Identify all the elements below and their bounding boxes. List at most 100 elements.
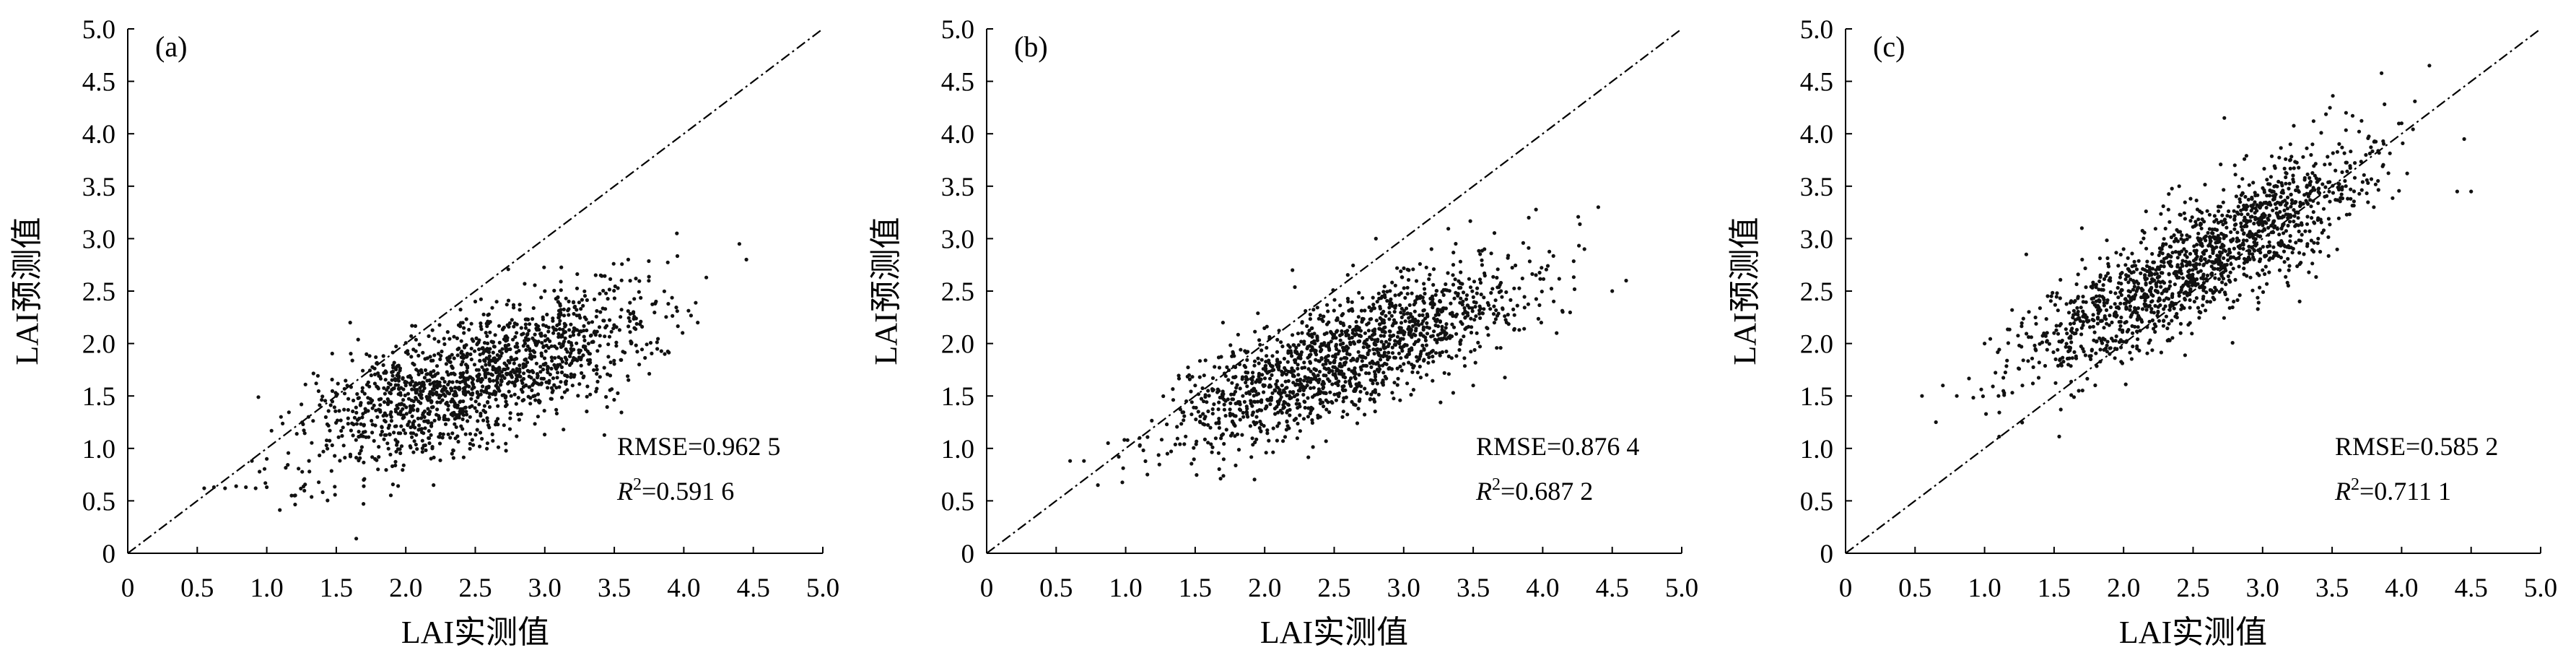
data-point: [320, 394, 325, 399]
data-point: [2284, 181, 2288, 186]
data-point: [2166, 207, 2170, 212]
data-point: [2284, 170, 2288, 175]
data-point: [1313, 342, 1317, 346]
data-point: [1596, 205, 1600, 209]
data-point: [2326, 180, 2331, 184]
data-point: [1400, 315, 1404, 319]
data-point: [2160, 251, 2165, 256]
data-point: [476, 368, 481, 372]
data-point: [362, 477, 367, 481]
data-point: [2076, 296, 2080, 300]
data-point: [1421, 327, 1425, 332]
data-point: [557, 342, 562, 346]
data-point: [211, 485, 216, 490]
data-point: [2030, 356, 2035, 360]
data-point: [2286, 223, 2290, 228]
data-point: [2251, 236, 2256, 241]
data-point: [300, 402, 304, 407]
data-point: [2152, 260, 2156, 264]
data-point: [504, 344, 509, 348]
data-point: [2145, 269, 2149, 273]
data-point: [477, 347, 481, 352]
r2-value: =0.687 2: [1501, 477, 1593, 506]
data-point: [2118, 324, 2123, 328]
data-point: [1941, 384, 1945, 388]
data-point: [1272, 388, 1277, 392]
data-point: [2074, 282, 2079, 287]
y-tick-label: 2.5: [1800, 277, 1833, 307]
data-point: [475, 342, 479, 347]
data-point: [2287, 268, 2291, 272]
data-point: [1392, 381, 1397, 385]
data-point: [1257, 425, 1262, 430]
data-point: [370, 406, 375, 410]
data-point: [2118, 339, 2123, 344]
data-point: [2250, 246, 2255, 250]
data-point: [1354, 319, 1358, 324]
data-point: [1228, 401, 1233, 406]
data-point: [1358, 389, 1363, 394]
data-point: [1447, 289, 1451, 293]
x-axis-label: LAI实测值: [1260, 615, 1408, 650]
data-point: [1217, 467, 1221, 472]
data-point: [2069, 379, 2074, 384]
data-point: [1462, 364, 1467, 368]
data-point: [2095, 364, 2099, 368]
data-point: [1288, 413, 1292, 417]
data-point: [367, 354, 372, 358]
data-point: [2118, 275, 2122, 280]
data-point: [559, 308, 563, 312]
data-point: [2267, 194, 2272, 198]
data-point: [1504, 290, 1509, 295]
data-point: [1441, 306, 1446, 311]
data-point: [1490, 287, 1495, 291]
data-point: [2070, 356, 2074, 360]
data-point: [1301, 417, 1306, 421]
data-point: [1291, 343, 1296, 347]
data-point: [2188, 260, 2192, 264]
data-point: [1395, 266, 1400, 270]
data-point: [2220, 280, 2224, 285]
data-point: [619, 315, 623, 319]
data-point: [2143, 304, 2147, 308]
data-point: [2199, 255, 2204, 259]
data-point: [2058, 362, 2064, 366]
data-point: [1971, 396, 1975, 400]
data-point: [1195, 439, 1199, 443]
data-point: [2214, 217, 2219, 222]
data-point: [479, 297, 484, 301]
data-point: [2258, 251, 2263, 255]
data-point: [1485, 326, 1490, 331]
data-point: [517, 349, 521, 353]
data-point: [1476, 340, 1480, 345]
data-point: [1997, 410, 2001, 415]
data-point: [1304, 308, 1308, 313]
data-point: [493, 392, 497, 397]
data-point: [1402, 331, 1406, 335]
data-point: [2094, 339, 2099, 344]
data-point: [2279, 202, 2283, 207]
data-point: [2183, 200, 2187, 204]
data-point: [424, 394, 429, 399]
data-point: [2190, 215, 2194, 220]
data-point: [2162, 298, 2166, 303]
data-point: [2362, 173, 2366, 177]
data-point: [2206, 259, 2211, 263]
data-point: [2291, 246, 2295, 251]
data-point: [558, 303, 562, 308]
data-point: [2277, 155, 2282, 160]
data-point: [562, 330, 566, 335]
data-point: [1194, 442, 1198, 446]
data-point: [435, 407, 440, 412]
data-point: [2216, 220, 2221, 225]
data-point: [1223, 414, 1228, 418]
data-point: [2201, 272, 2206, 277]
data-point: [1225, 365, 1229, 369]
data-point: [2094, 285, 2098, 290]
data-point: [1233, 434, 1237, 438]
data-point: [378, 403, 383, 407]
data-point: [2150, 318, 2154, 322]
data-point: [1576, 215, 1581, 219]
y-tick-label: 0: [102, 540, 116, 569]
data-point: [1434, 289, 1439, 293]
